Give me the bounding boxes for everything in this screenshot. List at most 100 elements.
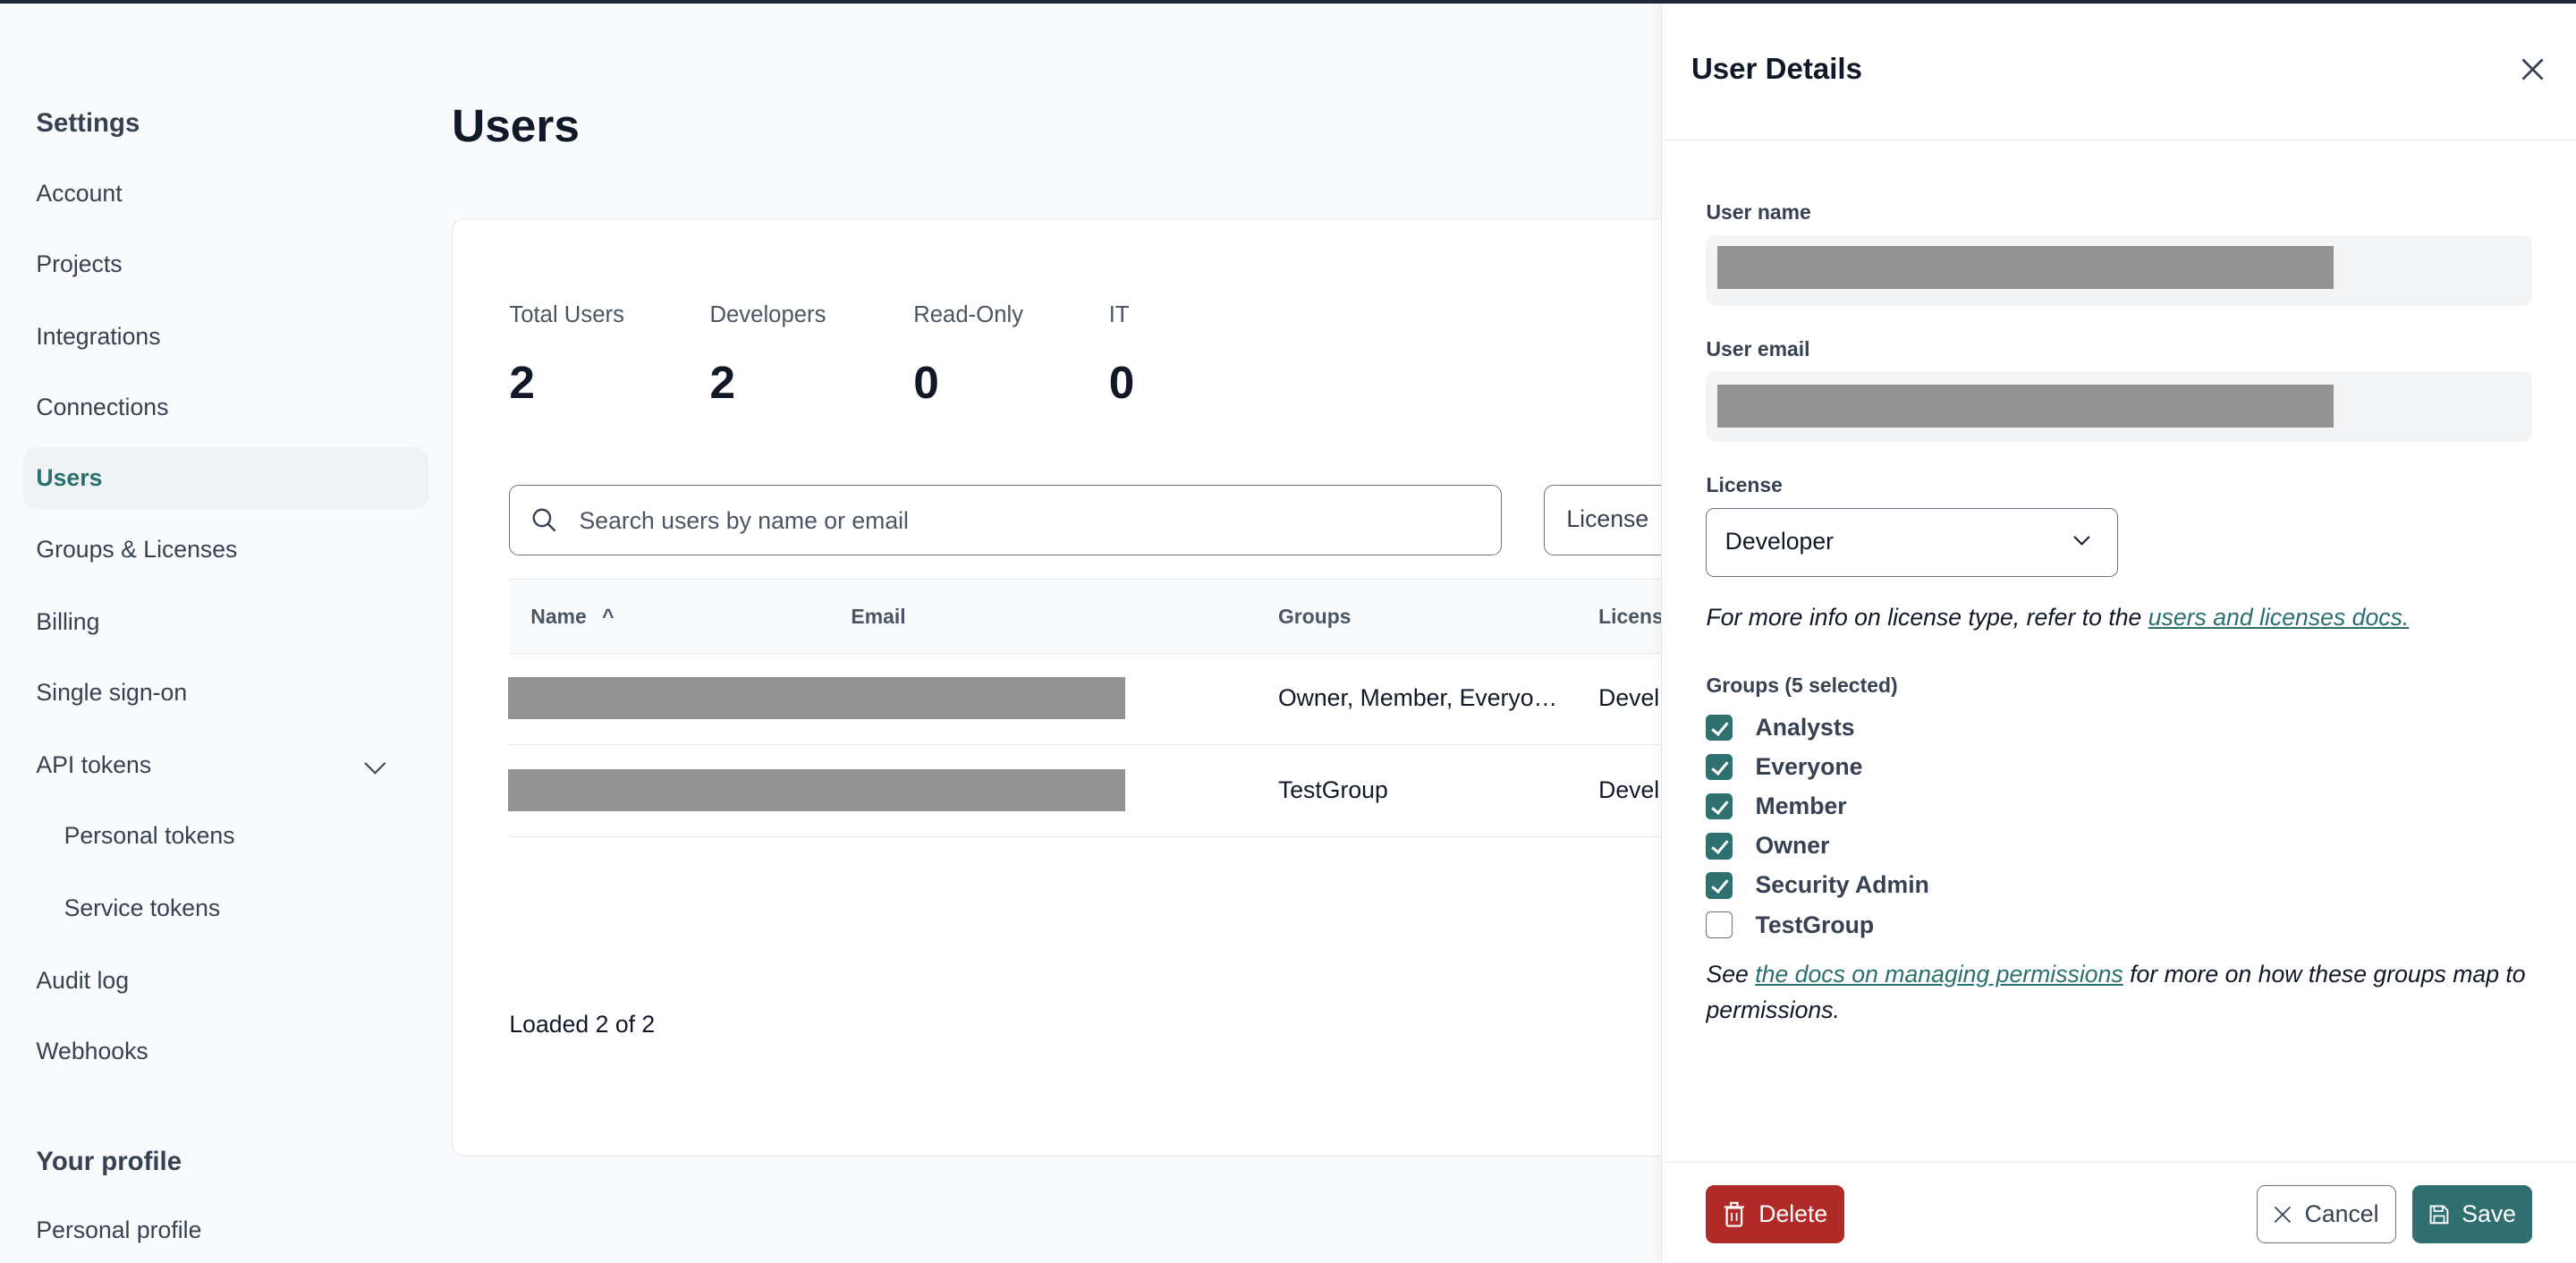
panel-title: User Details bbox=[1690, 52, 1862, 86]
sidebar-item-label: Single sign-on bbox=[36, 679, 188, 707]
info-text: For more info on license type, refer to … bbox=[1706, 604, 2148, 632]
delete-button[interactable]: Delete bbox=[1706, 1185, 1844, 1243]
sidebar-item-label: Integrations bbox=[36, 322, 161, 350]
stat-label: Total Users bbox=[509, 301, 624, 327]
sidebar-item-users[interactable]: Users bbox=[22, 446, 429, 510]
user-email-label: User email bbox=[1706, 336, 1810, 360]
info-text: for more on how these groups map to perm… bbox=[1706, 960, 2526, 1024]
save-label: Save bbox=[2462, 1199, 2516, 1227]
cell-license: Developer bbox=[1598, 776, 1660, 804]
checkbox-label: Everyone bbox=[1755, 753, 1863, 781]
table-row[interactable]: TestGroup Developer bbox=[507, 744, 1692, 837]
stat-value: 2 bbox=[709, 355, 736, 408]
license-filter-label: License bbox=[1566, 504, 1649, 532]
sidebar-item-service-tokens[interactable]: Service tokens bbox=[23, 877, 429, 940]
sidebar-item-label: Personal tokens bbox=[64, 821, 235, 849]
trash-icon bbox=[1724, 1201, 1744, 1227]
sidebar-item-api-tokens[interactable]: API tokens bbox=[23, 734, 429, 797]
checkbox-label: Member bbox=[1755, 793, 1847, 820]
search-input[interactable] bbox=[575, 485, 1470, 556]
checkbox[interactable] bbox=[1706, 911, 1733, 938]
license-select[interactable]: Developer bbox=[1706, 507, 2119, 577]
sidebar-item-label: Webhooks bbox=[36, 1037, 148, 1064]
checkbox-label: Owner bbox=[1755, 832, 1830, 860]
window-top-border bbox=[0, 0, 2576, 4]
sidebar-item-single-sign-on[interactable]: Single sign-on bbox=[23, 662, 429, 725]
group-checkbox-testgroup[interactable]: TestGroup bbox=[1706, 909, 1874, 942]
panel-header: User Details bbox=[1661, 4, 2576, 141]
checkbox[interactable] bbox=[1706, 754, 1733, 781]
checkbox[interactable] bbox=[1706, 872, 1733, 899]
table-row[interactable]: Owner, Member, Everyo… Developer bbox=[507, 652, 1692, 745]
sidebar-item-groups-licenses[interactable]: Groups & Licenses bbox=[23, 519, 429, 581]
cancel-button[interactable]: Cancel bbox=[2256, 1185, 2396, 1243]
cell-license: Developer bbox=[1598, 684, 1660, 712]
cell-groups: TestGroup bbox=[1277, 776, 1388, 804]
page-title: Users bbox=[452, 99, 580, 152]
group-checkbox-security-admin[interactable]: Security Admin bbox=[1706, 869, 1929, 903]
user-details-panel: User Details User name User email Licens… bbox=[1660, 3, 2576, 1263]
sidebar-item-label: Account bbox=[36, 179, 123, 207]
panel-footer: Delete Cancel Save bbox=[1661, 1161, 2576, 1263]
users-licenses-docs-link[interactable]: users and licenses docs. bbox=[2148, 604, 2410, 632]
sidebar-item-label: Personal profile bbox=[36, 1216, 202, 1243]
checkbox[interactable] bbox=[1706, 714, 1733, 742]
license-select-value: Developer bbox=[1724, 527, 1835, 555]
column-header-email[interactable]: Email bbox=[851, 604, 906, 628]
save-icon bbox=[2429, 1205, 2448, 1224]
sidebar-item-integrations[interactable]: Integrations bbox=[23, 306, 429, 369]
chevron-down-icon[interactable] bbox=[364, 752, 386, 775]
chevron-down-icon bbox=[2073, 529, 2091, 546]
sidebar-item-connections[interactable]: Connections bbox=[23, 377, 429, 439]
sidebar-item-projects[interactable]: Projects bbox=[23, 233, 429, 296]
stat-value: 2 bbox=[509, 355, 535, 408]
sidebar-item-account[interactable]: Account bbox=[23, 163, 429, 225]
close-icon[interactable] bbox=[2518, 55, 2547, 84]
stat-label: IT bbox=[1108, 301, 1130, 327]
redacted-name-email bbox=[507, 676, 1126, 720]
sidebar-heading: Settings bbox=[36, 108, 140, 139]
user-name-label: User name bbox=[1706, 200, 1811, 225]
checkbox[interactable] bbox=[1706, 793, 1733, 820]
stat-value: 0 bbox=[913, 355, 939, 408]
sidebar-item-label: Service tokens bbox=[64, 894, 221, 921]
sidebar-item-label: Users bbox=[36, 463, 103, 491]
checkbox-label: TestGroup bbox=[1755, 911, 1875, 938]
save-button[interactable]: Save bbox=[2412, 1185, 2533, 1243]
group-checkbox-member[interactable]: Member bbox=[1706, 790, 1847, 823]
column-header-groups[interactable]: Groups bbox=[1277, 604, 1352, 628]
sidebar-item-label: Connections bbox=[36, 393, 169, 420]
search-box[interactable] bbox=[509, 484, 1502, 556]
stat-label: Read-Only bbox=[913, 301, 1024, 327]
sidebar-item-label: Groups & Licenses bbox=[36, 536, 238, 564]
info-text: See bbox=[1706, 960, 1756, 988]
sidebar-item-personal-profile[interactable]: Personal profile bbox=[23, 1199, 429, 1262]
license-info-text: For more info on license type, refer to … bbox=[1706, 599, 2536, 635]
sidebar-item-audit-log[interactable]: Audit log bbox=[23, 950, 429, 1013]
search-icon bbox=[532, 508, 556, 532]
checkbox[interactable] bbox=[1706, 833, 1733, 860]
sidebar-item-label: Audit log bbox=[36, 966, 130, 994]
permissions-info-text: See the docs on managing permissions for… bbox=[1706, 956, 2536, 1029]
user-name-field[interactable] bbox=[1706, 234, 2533, 306]
managing-permissions-docs-link[interactable]: the docs on managing permissions bbox=[1755, 960, 2123, 988]
user-email-field[interactable] bbox=[1706, 371, 2533, 443]
redacted-value bbox=[1717, 246, 2334, 290]
delete-label: Delete bbox=[1758, 1199, 1828, 1227]
checkbox-label: Analysts bbox=[1755, 714, 1855, 742]
column-label: Name bbox=[530, 604, 587, 628]
sidebar-item-label: API tokens bbox=[36, 751, 152, 778]
sidebar-item-webhooks[interactable]: Webhooks bbox=[23, 1021, 429, 1083]
table-header: Name ^ Email Groups License bbox=[509, 578, 1692, 655]
group-checkbox-analysts[interactable]: Analysts bbox=[1706, 711, 1855, 744]
sidebar-item-billing[interactable]: Billing bbox=[23, 591, 429, 654]
column-header-name[interactable]: Name ^ bbox=[530, 580, 614, 654]
cell-groups: Owner, Member, Everyo… bbox=[1277, 684, 1558, 712]
group-checkbox-everyone[interactable]: Everyone bbox=[1706, 750, 1862, 784]
group-checkbox-owner[interactable]: Owner bbox=[1706, 830, 1829, 863]
sidebar-item-label: Projects bbox=[36, 250, 123, 277]
sidebar-item-personal-tokens[interactable]: Personal tokens bbox=[23, 805, 429, 868]
redacted-value bbox=[1717, 384, 2334, 428]
sidebar-item-label: Billing bbox=[36, 608, 100, 636]
